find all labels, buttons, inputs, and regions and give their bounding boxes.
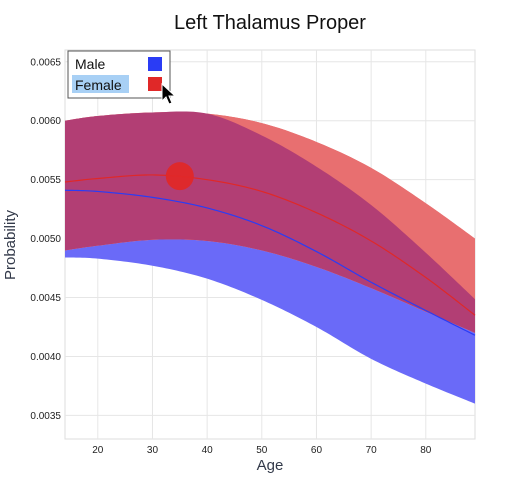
- y-tick-label: 0.0055: [30, 175, 61, 186]
- band-male: [65, 239, 475, 404]
- legend-swatch-male[interactable]: [148, 57, 162, 71]
- highlight-point[interactable]: [165, 162, 194, 191]
- x-tick-label: 30: [147, 445, 159, 456]
- markers: [165, 162, 194, 191]
- series-line-male: [64, 189, 476, 336]
- x-tick-label: 80: [420, 445, 432, 456]
- x-tick-label: 70: [366, 445, 378, 456]
- legend-selection-highlight: [72, 75, 129, 93]
- y-tick-label: 0.0045: [30, 293, 61, 304]
- y-tick-label: 0.0035: [30, 411, 61, 422]
- confidence-bands: [65, 111, 475, 404]
- x-tick-label: 20: [92, 445, 104, 456]
- mouse-cursor-icon: [161, 82, 177, 105]
- x-tick-label: 60: [311, 445, 323, 456]
- chart-title: Left Thalamus Proper: [174, 12, 366, 34]
- legend-swatch-female[interactable]: [148, 77, 162, 91]
- series-line-female: [64, 174, 476, 316]
- y-axis-ticks: 0.0035 0.0040 0.0045 0.0050 0.0055 0.0060 0.00…: [30, 57, 61, 422]
- mean-lines: [64, 174, 476, 336]
- y-tick-label: 0.0060: [30, 116, 61, 127]
- y-tick-label: 0.0040: [30, 352, 61, 363]
- legend-label-male[interactable]: Male: [75, 56, 106, 72]
- y-tick-label: 0.0065: [30, 57, 61, 68]
- x-tick-label: 50: [256, 445, 268, 456]
- x-tick-label: 40: [202, 445, 214, 456]
- y-tick-label: 0.0050: [30, 234, 61, 245]
- x-axis-ticks: 20 30 40 50 60 70 80: [92, 445, 432, 456]
- legend[interactable]: Male Female: [67, 50, 171, 99]
- band-overlap-main: [65, 111, 475, 333]
- legend-label-female[interactable]: Female: [75, 77, 122, 93]
- y-axis-label: Probability: [2, 209, 19, 280]
- x-axis-label: Age: [257, 457, 284, 474]
